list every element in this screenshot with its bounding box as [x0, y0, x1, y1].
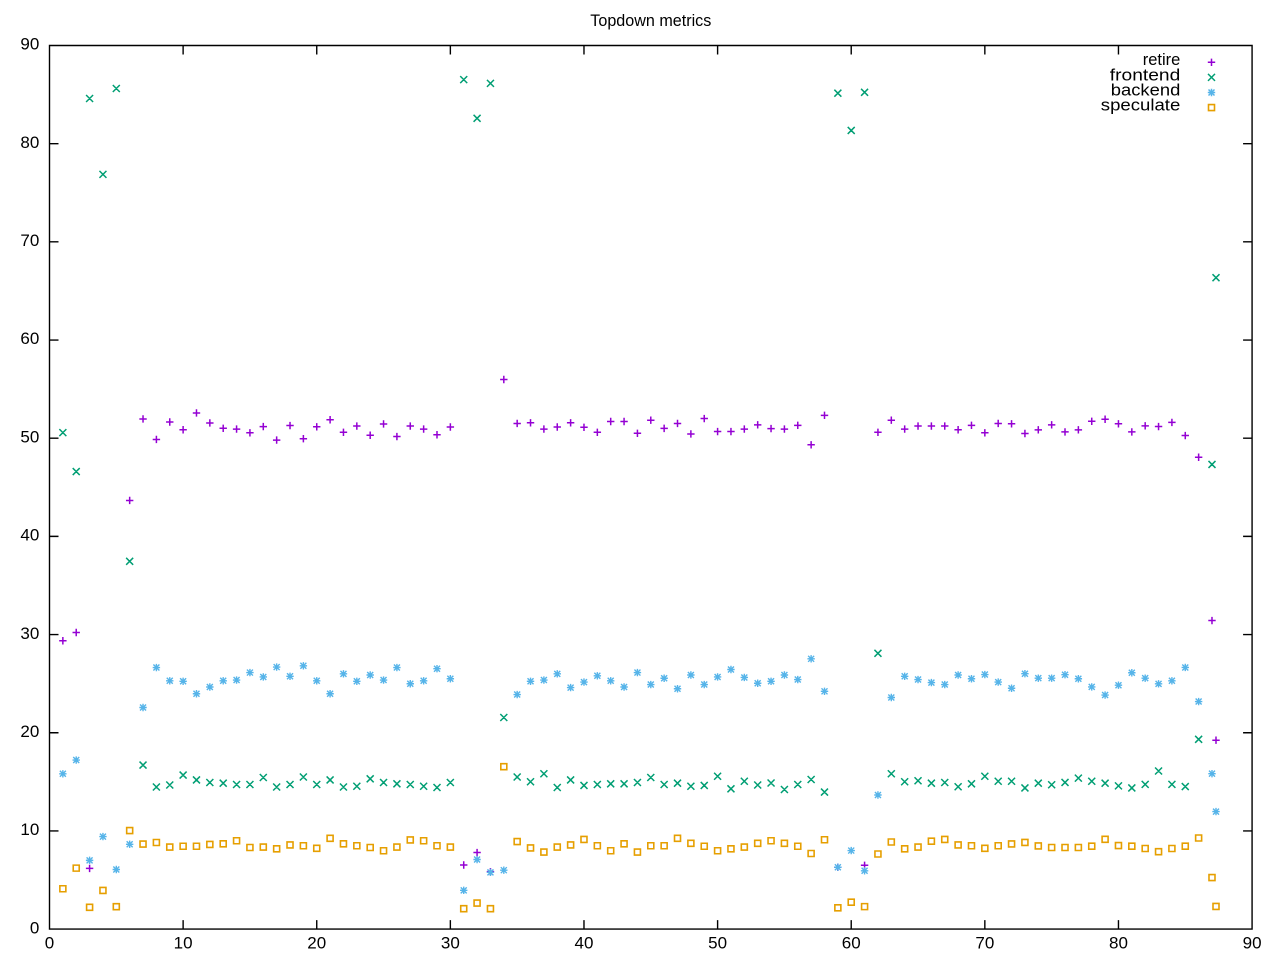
svg-text:backend: backend [1111, 80, 1181, 99]
svg-text:50: 50 [708, 933, 727, 952]
svg-text:20: 20 [307, 933, 326, 952]
svg-text:60: 60 [842, 933, 861, 952]
svg-text:Topdown metrics: Topdown metrics [590, 11, 711, 30]
svg-text:80: 80 [1109, 933, 1128, 952]
svg-text:0: 0 [30, 918, 39, 937]
svg-text:retire: retire [1143, 50, 1181, 69]
svg-text:10: 10 [20, 820, 39, 839]
svg-text:90: 90 [1243, 933, 1262, 952]
svg-text:60: 60 [20, 329, 39, 348]
svg-text:70: 70 [975, 933, 994, 952]
svg-text:40: 40 [575, 933, 594, 952]
svg-text:20: 20 [20, 722, 39, 741]
svg-text:frontend: frontend [1110, 65, 1181, 84]
svg-text:0: 0 [45, 933, 54, 952]
svg-text:40: 40 [20, 526, 39, 545]
svg-text:70: 70 [20, 231, 39, 250]
svg-text:90: 90 [20, 35, 39, 54]
svg-text:10: 10 [174, 933, 193, 952]
svg-text:speculate: speculate [1101, 96, 1181, 115]
svg-text:30: 30 [441, 933, 460, 952]
svg-text:50: 50 [20, 427, 39, 446]
svg-text:30: 30 [20, 624, 39, 643]
svg-text:80: 80 [20, 133, 39, 152]
